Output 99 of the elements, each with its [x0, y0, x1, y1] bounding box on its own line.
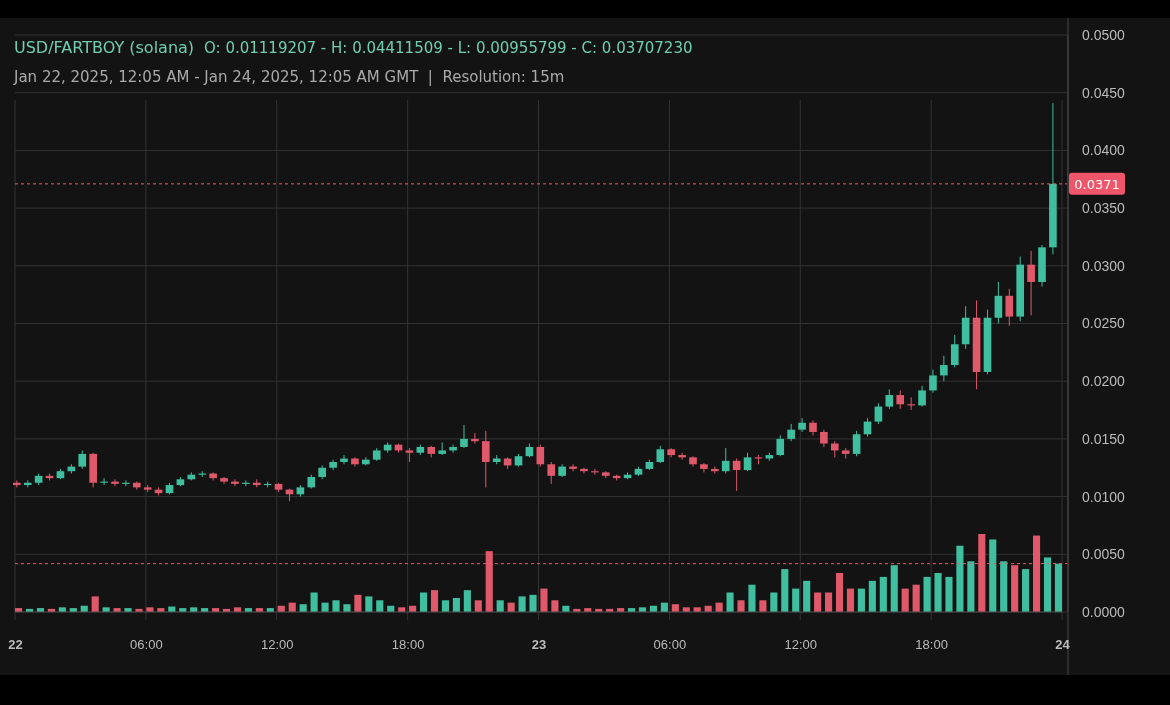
candlestick	[994, 281, 1003, 324]
y-tick-label: 0.0300	[1082, 257, 1126, 274]
bar	[1032, 535, 1041, 612]
y-tick-label: 0.0250	[1082, 315, 1126, 332]
x-tick-label: 12:00	[784, 637, 818, 653]
bar	[1000, 561, 1008, 612]
bar	[310, 592, 318, 612]
x-tick-label: 22	[8, 637, 23, 653]
bar	[879, 576, 887, 612]
y-tick-label: 0.0150	[1082, 430, 1126, 447]
bar	[420, 592, 428, 612]
candlestick	[340, 454, 348, 465]
bar	[759, 600, 767, 612]
y-tick-label: 0.0050	[1082, 546, 1126, 563]
bar	[857, 588, 865, 612]
candlestick	[798, 417, 806, 433]
bar	[365, 596, 373, 612]
bar	[321, 602, 329, 612]
x-tick-label: 18:00	[915, 637, 948, 653]
bar	[803, 580, 811, 612]
bar	[956, 545, 964, 612]
candlestick	[896, 389, 905, 410]
x-tick-label: 12:00	[260, 637, 294, 653]
bar	[835, 573, 844, 612]
bar	[726, 592, 734, 612]
candlestick	[460, 424, 468, 449]
bar	[1054, 563, 1063, 612]
candlestick	[449, 444, 457, 454]
bar	[485, 551, 493, 612]
bar	[1043, 557, 1052, 612]
bar	[737, 600, 745, 612]
candlestick	[1005, 288, 1014, 327]
bar	[846, 588, 855, 612]
candlestick	[852, 430, 861, 457]
candlestick	[536, 444, 545, 468]
bar	[770, 592, 778, 612]
bar	[452, 597, 460, 612]
bar	[978, 534, 986, 612]
bar	[923, 576, 931, 612]
bar	[332, 600, 340, 612]
bar	[529, 594, 537, 612]
bar	[748, 584, 756, 612]
bar	[1011, 565, 1019, 612]
bar	[551, 600, 559, 612]
bar	[474, 600, 482, 612]
bar	[540, 588, 548, 612]
candlestick	[732, 458, 741, 492]
bar	[814, 592, 822, 612]
bar	[912, 584, 920, 612]
bar	[989, 539, 997, 612]
candlestick	[78, 449, 87, 470]
candlestick	[547, 461, 556, 485]
candlestick	[929, 369, 937, 394]
candlestick	[950, 334, 959, 368]
bar	[463, 590, 471, 612]
candlestick	[743, 452, 752, 472]
annotation: O: 0.01119207 - H: 0.04411509 - L: 0.00955799 - C: 0.03707230	[204, 39, 693, 57]
bar	[967, 561, 975, 612]
bar	[376, 600, 384, 612]
candlestick	[351, 456, 359, 468]
x-tick-label: 06:00	[130, 637, 163, 653]
y-tick-label: 0.0450	[1082, 84, 1126, 101]
text: Jan 22, 2025, 12:05 AM - Jan 24, 2025, 12:05 AM GMT | Resolution: 15m	[13, 68, 565, 86]
candlestick	[721, 447, 730, 475]
candlestick	[918, 385, 926, 408]
candlestick	[776, 434, 785, 457]
candlestick	[874, 402, 883, 425]
y-tick-label: 0.0000	[1082, 603, 1126, 620]
y-tick-label: 0.0200	[1082, 373, 1126, 390]
x-tick-label: 23	[531, 637, 547, 653]
candlestick	[209, 471, 217, 481]
bar	[868, 580, 876, 612]
x-tick-label: 06:00	[653, 637, 687, 653]
x-tick-label: 24	[1055, 637, 1071, 653]
candlestick	[481, 430, 490, 488]
candlestick	[1027, 250, 1035, 316]
bar	[354, 594, 362, 612]
bar	[825, 592, 833, 612]
bar	[934, 573, 942, 612]
bar	[1022, 569, 1030, 612]
bar	[792, 588, 800, 612]
bar	[945, 576, 953, 612]
bar	[781, 569, 789, 612]
y-tick-label: 0.0400	[1082, 142, 1126, 159]
y-tick-label: 0.0500	[1082, 26, 1126, 43]
bar	[441, 600, 450, 612]
candlestick	[885, 388, 894, 410]
x-tick-label: 18:00	[391, 637, 425, 653]
chart-title: USD/FARTBOY (solana)	[14, 38, 195, 57]
bar	[518, 596, 526, 612]
bar	[890, 565, 898, 612]
bar	[901, 588, 909, 612]
ref-line-label: 0.0371	[1074, 176, 1120, 192]
bar	[496, 600, 504, 612]
candlestick	[940, 355, 948, 382]
y-tick-label: 0.0350	[1082, 200, 1126, 217]
bar	[91, 596, 99, 612]
y-tick-label: 0.0100	[1082, 488, 1126, 505]
bar	[430, 590, 439, 612]
